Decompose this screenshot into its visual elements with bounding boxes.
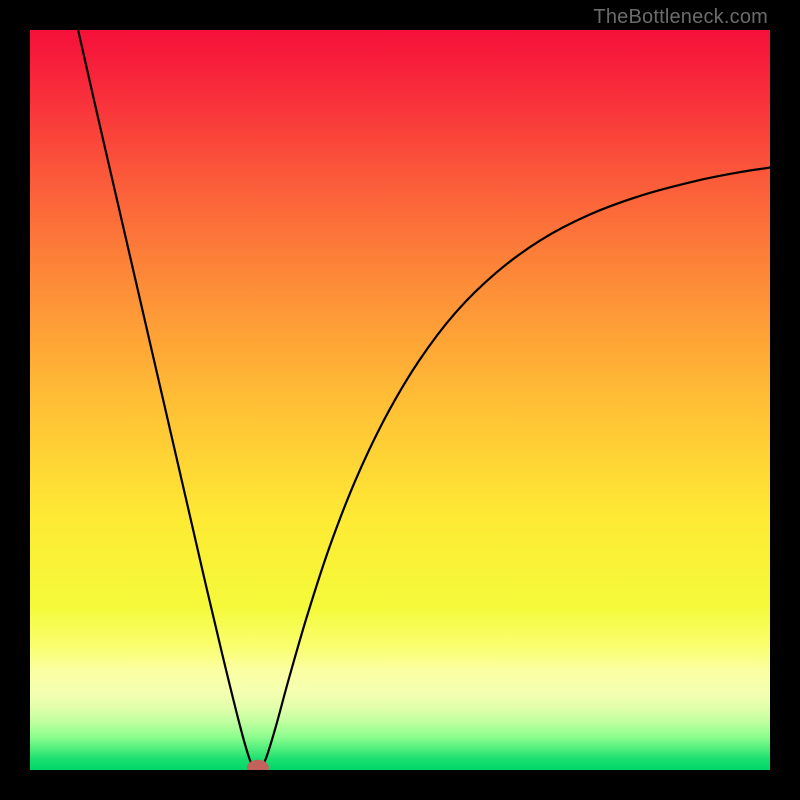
- curve-right-branch: [261, 168, 770, 767]
- plot-area: [30, 30, 770, 770]
- curve-left-branch: [78, 30, 254, 767]
- watermark-text: TheBottleneck.com: [593, 6, 768, 29]
- curve-layer: [30, 30, 770, 770]
- outer-frame: TheBottleneck.com: [0, 0, 800, 800]
